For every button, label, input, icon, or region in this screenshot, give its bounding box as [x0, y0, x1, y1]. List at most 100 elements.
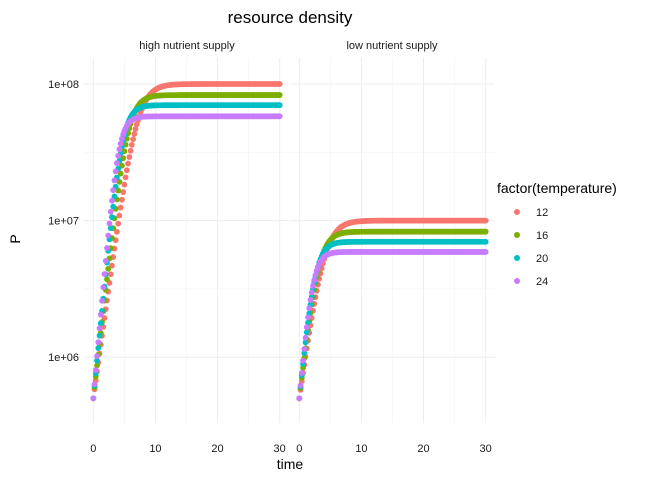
data-point [306, 305, 313, 312]
data-point [118, 196, 125, 203]
data-point [107, 271, 114, 278]
legend-keys: 12 16 20 24 [514, 207, 548, 288]
data-point [91, 381, 98, 388]
data-point [117, 140, 124, 147]
data-point [127, 147, 134, 154]
data-point [95, 339, 102, 346]
data-point [297, 382, 304, 389]
x-tick-label: 20 [211, 443, 223, 455]
data-point [482, 228, 489, 235]
y-tick-label: 1e+08 [48, 79, 79, 91]
data-point [111, 193, 118, 200]
data-point [99, 297, 105, 304]
data-point [125, 160, 132, 167]
data-point [126, 154, 133, 160]
data-point [122, 174, 129, 181]
data-points [90, 81, 489, 402]
data-point [94, 353, 100, 360]
x-tick-label: 20 [417, 443, 429, 455]
data-point [121, 181, 128, 188]
data-point [298, 369, 305, 376]
data-point [104, 245, 110, 251]
legend-label-16: 16 [536, 230, 548, 242]
legend-label-20: 20 [536, 253, 548, 265]
data-point [110, 187, 117, 194]
data-point [109, 197, 115, 204]
data-point [276, 113, 283, 120]
data-point [276, 92, 283, 98]
data-point [132, 126, 139, 132]
panel-strip-high: high nutrient supply [139, 40, 235, 52]
x-tick-label: 0 [296, 443, 302, 455]
y-axis-title: P [7, 234, 23, 243]
data-point [114, 228, 120, 235]
data-point [116, 178, 123, 185]
data-point [310, 282, 316, 289]
data-point [131, 131, 138, 137]
x-tick-label: 30 [274, 443, 286, 455]
data-point [303, 324, 310, 331]
series-12-panel-1 [90, 81, 283, 402]
data-point [302, 339, 309, 346]
data-point [305, 319, 311, 326]
data-point [116, 146, 123, 153]
data-point [115, 220, 122, 227]
data-point [303, 329, 310, 336]
chart-title: resource density [228, 8, 353, 27]
data-point [307, 297, 314, 303]
legend-key-16 [514, 232, 520, 238]
data-point [296, 395, 303, 402]
data-point [107, 208, 114, 215]
series-24-panel-1 [90, 113, 283, 402]
x-tick-label: 0 [90, 443, 96, 455]
series-24-panel-2 [296, 249, 489, 402]
x-tick-label: 30 [480, 443, 492, 455]
data-point [117, 170, 124, 177]
data-point [95, 345, 102, 352]
data-point [300, 357, 306, 364]
data-point [128, 141, 135, 148]
legend: factor(temperature) 12 16 20 24 [497, 180, 617, 288]
data-point [117, 204, 124, 211]
series-16-panel-2 [296, 228, 489, 402]
data-point [301, 346, 308, 352]
data-point [276, 102, 283, 109]
legend-title: factor(temperature) [497, 180, 617, 196]
legend-label-24: 24 [536, 276, 548, 288]
y-tick-labels: 1e+06 1e+07 1e+08 [48, 79, 79, 364]
data-point [107, 225, 114, 232]
data-point [482, 249, 489, 255]
x-tick-label: 10 [355, 443, 367, 455]
data-point [102, 257, 109, 264]
data-point [94, 357, 100, 364]
data-point [482, 217, 489, 224]
data-point [111, 177, 118, 184]
data-point [109, 214, 115, 221]
data-point [105, 232, 112, 239]
data-point [311, 277, 318, 283]
legend-key-20 [514, 255, 520, 261]
data-point [123, 167, 130, 174]
data-point [101, 271, 108, 277]
panel-strip-low: low nutrient supply [346, 40, 438, 52]
data-point [308, 289, 315, 296]
data-point [94, 362, 100, 369]
data-point [96, 325, 103, 332]
x-tick-labels: 0 10 20 30 0 10 20 30 [90, 443, 492, 455]
data-point [114, 160, 120, 167]
data-point [100, 284, 107, 291]
data-point [97, 311, 104, 318]
data-point [106, 220, 113, 227]
y-tick-label: 1e+07 [48, 216, 79, 228]
data-point [305, 314, 311, 321]
data-point [482, 238, 489, 245]
data-point [97, 320, 104, 327]
data-point [116, 212, 123, 219]
x-axis-title: time [277, 456, 304, 472]
data-point [104, 276, 110, 283]
legend-key-24 [514, 278, 520, 284]
data-point [115, 152, 122, 159]
data-point [92, 367, 99, 374]
data-point [120, 189, 127, 195]
